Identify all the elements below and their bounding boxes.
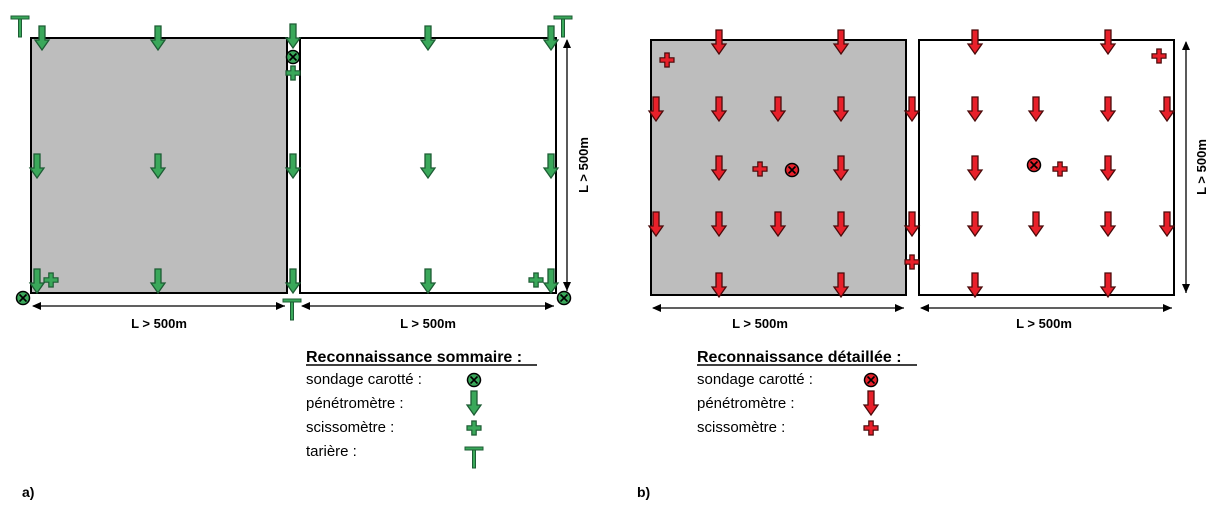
penetrometer-icon-group-a <box>28 23 560 295</box>
core-drill-icon <box>466 372 482 388</box>
penetrometer-icon <box>465 390 483 417</box>
penetrometer-icon <box>710 272 728 299</box>
penetrometer-icon <box>419 25 437 52</box>
legend-b-title: Reconnaissance détaillée : <box>697 349 902 366</box>
penetrometer-icon <box>710 211 728 238</box>
legend-a-item-auger: tarière : <box>306 443 357 460</box>
vane-icon <box>285 65 301 81</box>
penetrometer-icon <box>284 23 302 50</box>
auger-icon <box>464 446 484 469</box>
vane-icon <box>752 161 768 177</box>
penetrometer-icon <box>1099 272 1117 299</box>
penetrometer-icon <box>542 25 560 52</box>
penetrometer-icon <box>966 29 984 56</box>
penetrometer-icon <box>419 153 437 180</box>
legend-a: Reconnaissance sommaire : sondage carott… <box>306 349 537 469</box>
penetrometer-icon <box>832 96 850 123</box>
penetrometer-icon <box>149 25 167 52</box>
vane-icon <box>43 272 59 288</box>
penetrometer-icon <box>966 272 984 299</box>
penetrometer-icon <box>28 268 46 295</box>
penetrometer-icon <box>28 153 46 180</box>
panel-b: L > 500m L > 500m L > 500m <box>637 29 1209 500</box>
penetrometer-icon <box>33 25 51 52</box>
dim-label-b-bottom-right: L > 500m <box>1016 316 1072 331</box>
penetrometer-icon <box>1099 29 1117 56</box>
vane-icon <box>863 420 879 436</box>
core-drill-icon <box>15 290 31 306</box>
penetrometer-icon <box>1099 96 1117 123</box>
vane-icon <box>1151 48 1167 64</box>
core-drill-icon <box>556 290 572 306</box>
vane-icon <box>904 254 920 270</box>
legend-b: Reconnaissance détaillée : sondage carot… <box>697 349 917 436</box>
penetrometer-icon <box>149 153 167 180</box>
penetrometer-icon <box>1158 211 1176 238</box>
penetrometer-icon <box>862 390 880 417</box>
dim-label-a-right: L > 500m <box>576 137 591 193</box>
penetrometer-icon <box>903 211 921 238</box>
dim-label-a-bottom-right: L > 500m <box>400 316 456 331</box>
panel-label-b: b) <box>637 484 650 500</box>
penetrometer-icon <box>832 272 850 299</box>
penetrometer-icon <box>1158 96 1176 123</box>
penetrometer-icon <box>284 153 302 180</box>
penetrometer-icon <box>542 153 560 180</box>
penetrometer-icon <box>1027 211 1045 238</box>
panel-a: L > 500m L > 500m L > 500m <box>10 15 591 500</box>
core-drill-icon <box>784 162 800 178</box>
vane-icon <box>528 272 544 288</box>
penetrometer-icon <box>710 29 728 56</box>
penetrometer-icon <box>419 268 437 295</box>
legend-a-item-core: sondage carotté : <box>306 371 422 388</box>
vane-icon <box>466 420 482 436</box>
panel-label-a: a) <box>22 484 34 500</box>
legend-b-item-core: sondage carotté : <box>697 371 813 388</box>
penetrometer-icon-group-b <box>647 29 1176 299</box>
penetrometer-icon <box>966 155 984 182</box>
penetrometer-icon <box>832 155 850 182</box>
dim-label-b-right: L > 500m <box>1194 139 1209 195</box>
dim-label-a-bottom-left: L > 500m <box>131 316 187 331</box>
core-drill-icon <box>1026 157 1042 173</box>
penetrometer-icon <box>284 268 302 295</box>
legend-b-item-vane: scissomètre : <box>697 419 785 436</box>
penetrometer-icon <box>966 96 984 123</box>
penetrometer-icon <box>710 155 728 182</box>
penetrometer-icon <box>832 29 850 56</box>
vane-icon <box>659 52 675 68</box>
plot-b-left <box>650 39 907 296</box>
penetrometer-icon <box>1099 155 1117 182</box>
penetrometer-icon <box>542 268 560 295</box>
dim-label-b-bottom-left: L > 500m <box>732 316 788 331</box>
penetrometer-icon <box>647 96 665 123</box>
plot-b-right <box>918 39 1175 296</box>
penetrometer-icon <box>832 211 850 238</box>
vane-icon <box>1052 161 1068 177</box>
legend-b-item-penetrometer: pénétromètre : <box>697 395 795 412</box>
penetrometer-icon <box>1099 211 1117 238</box>
penetrometer-icon <box>710 96 728 123</box>
auger-icon <box>10 15 30 38</box>
penetrometer-icon <box>769 96 787 123</box>
legend-a-item-penetrometer: pénétromètre : <box>306 395 404 412</box>
legend-a-title: Reconnaissance sommaire : <box>306 349 522 366</box>
auger-icon <box>553 15 573 38</box>
auger-icon <box>282 298 302 321</box>
legend-a-item-vane: scissomètre : <box>306 419 394 436</box>
penetrometer-icon <box>647 211 665 238</box>
core-drill-icon <box>285 49 301 65</box>
penetrometer-icon <box>903 96 921 123</box>
penetrometer-icon <box>1027 96 1045 123</box>
core-drill-icon <box>863 372 879 388</box>
penetrometer-icon <box>149 268 167 295</box>
penetrometer-icon <box>769 211 787 238</box>
penetrometer-icon <box>966 211 984 238</box>
